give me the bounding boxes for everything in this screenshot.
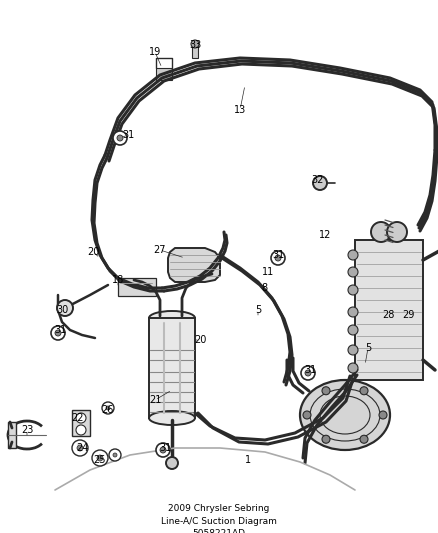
Circle shape	[106, 406, 110, 410]
Text: 18: 18	[112, 275, 124, 285]
Circle shape	[348, 363, 358, 373]
Text: 26: 26	[101, 405, 113, 415]
Text: 30: 30	[56, 305, 68, 315]
Text: 20: 20	[194, 335, 206, 345]
Text: 24: 24	[76, 443, 88, 453]
Text: 29: 29	[402, 310, 414, 320]
Circle shape	[113, 131, 127, 145]
Circle shape	[348, 307, 358, 317]
Text: 25: 25	[94, 455, 106, 465]
Bar	[355, 240, 423, 380]
Circle shape	[360, 435, 368, 443]
Text: 22: 22	[72, 413, 84, 423]
Text: 27: 27	[154, 245, 166, 255]
Bar	[149, 318, 195, 418]
Circle shape	[102, 402, 114, 414]
Ellipse shape	[387, 222, 407, 242]
Circle shape	[348, 285, 358, 295]
Bar	[72, 410, 90, 436]
Text: 23: 23	[21, 425, 33, 435]
Circle shape	[379, 411, 387, 419]
Text: 11: 11	[262, 267, 274, 277]
Circle shape	[109, 449, 121, 461]
Circle shape	[76, 413, 86, 423]
Text: 12: 12	[319, 230, 331, 240]
Text: 31: 31	[159, 443, 171, 453]
Text: 21: 21	[149, 395, 161, 405]
Circle shape	[51, 326, 65, 340]
Circle shape	[113, 453, 117, 457]
Circle shape	[348, 325, 358, 335]
Circle shape	[348, 345, 358, 355]
Text: 13: 13	[234, 105, 246, 115]
Circle shape	[348, 250, 358, 260]
Circle shape	[360, 387, 368, 395]
Bar	[156, 68, 172, 80]
Text: 28: 28	[382, 310, 394, 320]
Circle shape	[191, 40, 199, 48]
Circle shape	[166, 457, 178, 469]
Bar	[118, 278, 156, 296]
Circle shape	[348, 267, 358, 277]
Circle shape	[275, 255, 281, 261]
Circle shape	[77, 445, 83, 451]
Circle shape	[322, 435, 330, 443]
Text: 31: 31	[122, 130, 134, 140]
Circle shape	[271, 251, 285, 265]
Ellipse shape	[371, 222, 391, 242]
Circle shape	[57, 300, 73, 316]
Ellipse shape	[300, 380, 390, 450]
Bar	[192, 44, 198, 58]
Circle shape	[76, 425, 86, 435]
Text: 31: 31	[304, 365, 316, 375]
Circle shape	[72, 440, 88, 456]
Circle shape	[303, 411, 311, 419]
Bar	[8, 422, 16, 448]
Text: 19: 19	[149, 47, 161, 57]
Circle shape	[160, 447, 166, 453]
Circle shape	[97, 455, 103, 461]
Text: 32: 32	[312, 175, 324, 185]
Text: 1: 1	[245, 455, 251, 465]
Text: 5: 5	[255, 305, 261, 315]
Text: 2009 Chrysler Sebring
Line-A/C Suction Diagram
5058221AD: 2009 Chrysler Sebring Line-A/C Suction D…	[161, 504, 277, 533]
Circle shape	[305, 370, 311, 376]
Circle shape	[313, 176, 327, 190]
Text: 31: 31	[54, 325, 66, 335]
Circle shape	[55, 330, 61, 336]
Text: 5: 5	[365, 343, 371, 353]
Ellipse shape	[149, 411, 195, 425]
Circle shape	[156, 443, 170, 457]
Ellipse shape	[149, 311, 195, 325]
Text: 20: 20	[87, 247, 99, 257]
Text: 8: 8	[261, 283, 267, 293]
Polygon shape	[168, 248, 220, 282]
Circle shape	[117, 135, 123, 141]
Text: 31: 31	[272, 250, 284, 260]
Circle shape	[322, 387, 330, 395]
Text: 33: 33	[189, 40, 201, 50]
Circle shape	[92, 450, 108, 466]
Circle shape	[301, 366, 315, 380]
